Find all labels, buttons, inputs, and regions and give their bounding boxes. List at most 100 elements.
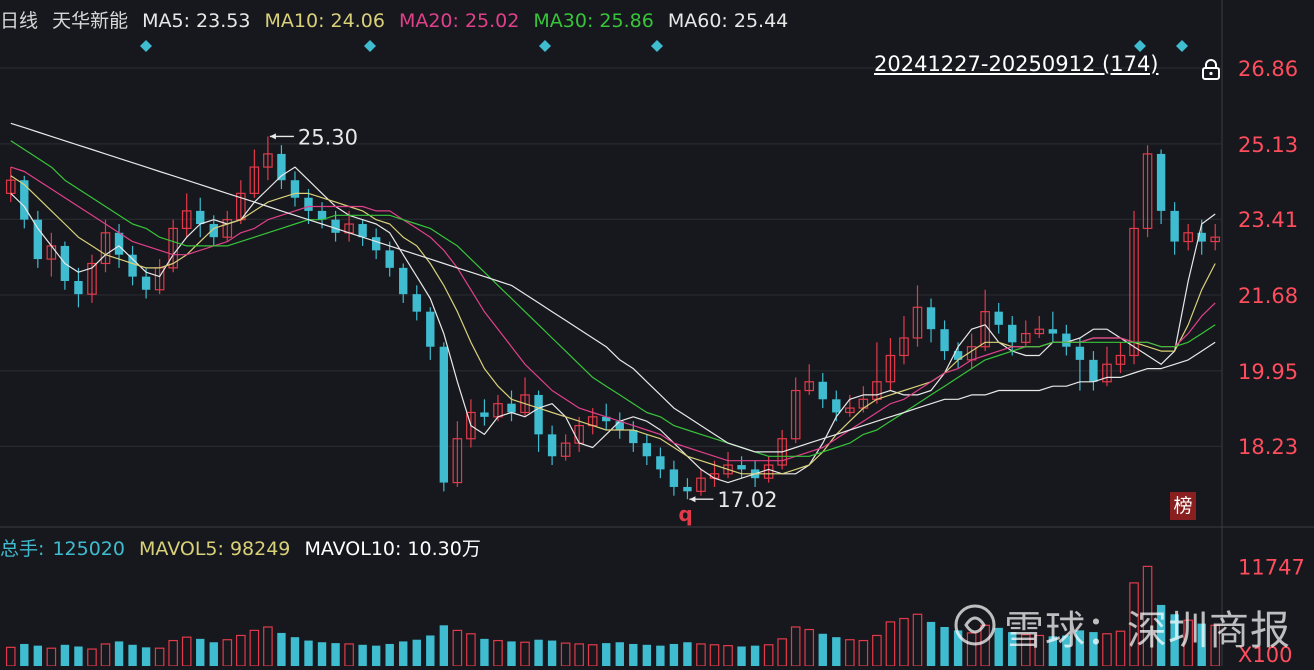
candle-body: [33, 219, 43, 260]
candle-body: [723, 464, 733, 475]
candle-body: [683, 486, 692, 492]
volume-bar: [1156, 604, 1166, 666]
candle-body: [899, 337, 909, 357]
volume-bar: [696, 643, 706, 667]
watermark: 雪球：深圳商报: [1004, 608, 1291, 654]
candle-body: [412, 294, 421, 312]
volume-bar: [371, 645, 381, 666]
volume-bar: [412, 639, 421, 666]
volume-bar: [574, 643, 584, 667]
candle-body: [331, 219, 340, 233]
candle-body: [480, 412, 489, 417]
volume-bar: [763, 644, 774, 667]
volume-bar: [750, 645, 760, 666]
volume-bar: [777, 638, 787, 667]
volume-bar: [642, 644, 652, 666]
candle-body: [1102, 363, 1112, 383]
volume-bar: [885, 621, 896, 667]
date-range-label[interactable]: 20241227-20250912 (174): [874, 52, 1159, 76]
mavol5-label: MAVOL5: 98249: [139, 538, 291, 560]
candle-body: [832, 399, 841, 413]
volume-bar: [46, 647, 57, 667]
candle-body: [1115, 354, 1126, 365]
event-marker-icon: [364, 40, 376, 52]
price-tick-label: 19.95: [1238, 360, 1298, 384]
candle-body: [1008, 324, 1017, 343]
high-price-label: 25.30: [298, 125, 358, 149]
volume-bar: [683, 642, 692, 666]
candle-body: [399, 267, 408, 295]
candle-body: [222, 219, 233, 238]
volume-bar: [222, 639, 233, 667]
candle-body: [656, 456, 665, 470]
candle-body: [1089, 359, 1098, 382]
volume-bar: [1170, 614, 1179, 666]
lock-icon[interactable]: [1200, 58, 1222, 80]
volume-bar: [818, 633, 827, 666]
volume-bar: [277, 632, 286, 666]
volume-bar: [331, 643, 340, 666]
candle-body: [87, 262, 97, 295]
volume-bar: [141, 647, 151, 666]
volume-bar: [858, 639, 869, 667]
event-marker-icon: [651, 40, 663, 52]
candle-body: [5, 179, 16, 194]
ma60-label: MA60: 25.44: [667, 10, 789, 32]
volume-bar: [426, 635, 435, 666]
candle-body: [1034, 328, 1045, 335]
volume-bar: [317, 642, 327, 666]
volume-bar: [5, 646, 16, 667]
candle-body: [74, 281, 83, 295]
volume-bar: [629, 643, 638, 666]
volume-bar: [547, 640, 557, 666]
candle-body: [1129, 227, 1139, 357]
candle-body: [141, 276, 151, 290]
xueqiu-logo-icon: [954, 604, 996, 646]
candle-body: [20, 180, 29, 220]
volume-bar: [926, 621, 936, 666]
candle-body: [277, 153, 286, 181]
stock-name: 天华新能: [52, 10, 129, 32]
candle-body: [1183, 232, 1193, 243]
candle-body: [426, 311, 435, 347]
ma5-label: MA5: 23.53: [142, 10, 251, 32]
price-tick-label: 25.13: [1238, 133, 1298, 157]
ranking-badge[interactable]: 榜: [1170, 492, 1196, 520]
candle-body: [845, 407, 855, 414]
volume-bar: [804, 628, 815, 667]
candle-body: [940, 329, 949, 352]
candle-body: [804, 381, 815, 392]
volume-bar: [534, 639, 543, 666]
high-arrow-head: [269, 133, 276, 140]
candle-body: [1142, 153, 1153, 230]
period-label[interactable]: 日线: [0, 10, 39, 32]
candle-body: [737, 465, 746, 470]
event-marker-icon: [1176, 40, 1188, 52]
volume-bar: [168, 639, 178, 667]
price-tick-label: 21.68: [1238, 284, 1298, 308]
candle-body: [1156, 153, 1166, 211]
candle-body: [100, 232, 111, 265]
candle-body: [358, 224, 367, 238]
candle-body: [263, 153, 273, 168]
candle-body: [696, 477, 706, 492]
volume-bar: [872, 634, 882, 667]
candle-body: [385, 250, 394, 268]
candle-body: [1075, 346, 1085, 360]
low-marker-q: q: [678, 502, 692, 526]
volume-bar: [236, 634, 246, 667]
volume-total-label: 总手:: [0, 538, 45, 560]
ma30-label: MA30: 25.86: [533, 10, 654, 32]
candle-body: [520, 394, 530, 414]
volume-bar: [912, 613, 923, 667]
volume-bar: [899, 617, 909, 667]
volume-bar: [723, 645, 733, 667]
ma-line-ma20: [10, 166, 1216, 462]
volume-bar: [399, 641, 408, 666]
volume-bar: [263, 626, 273, 667]
candle-body: [168, 227, 178, 269]
candle-body: [196, 210, 205, 225]
volume-bar: [385, 643, 394, 666]
candle-body: [1210, 236, 1221, 243]
